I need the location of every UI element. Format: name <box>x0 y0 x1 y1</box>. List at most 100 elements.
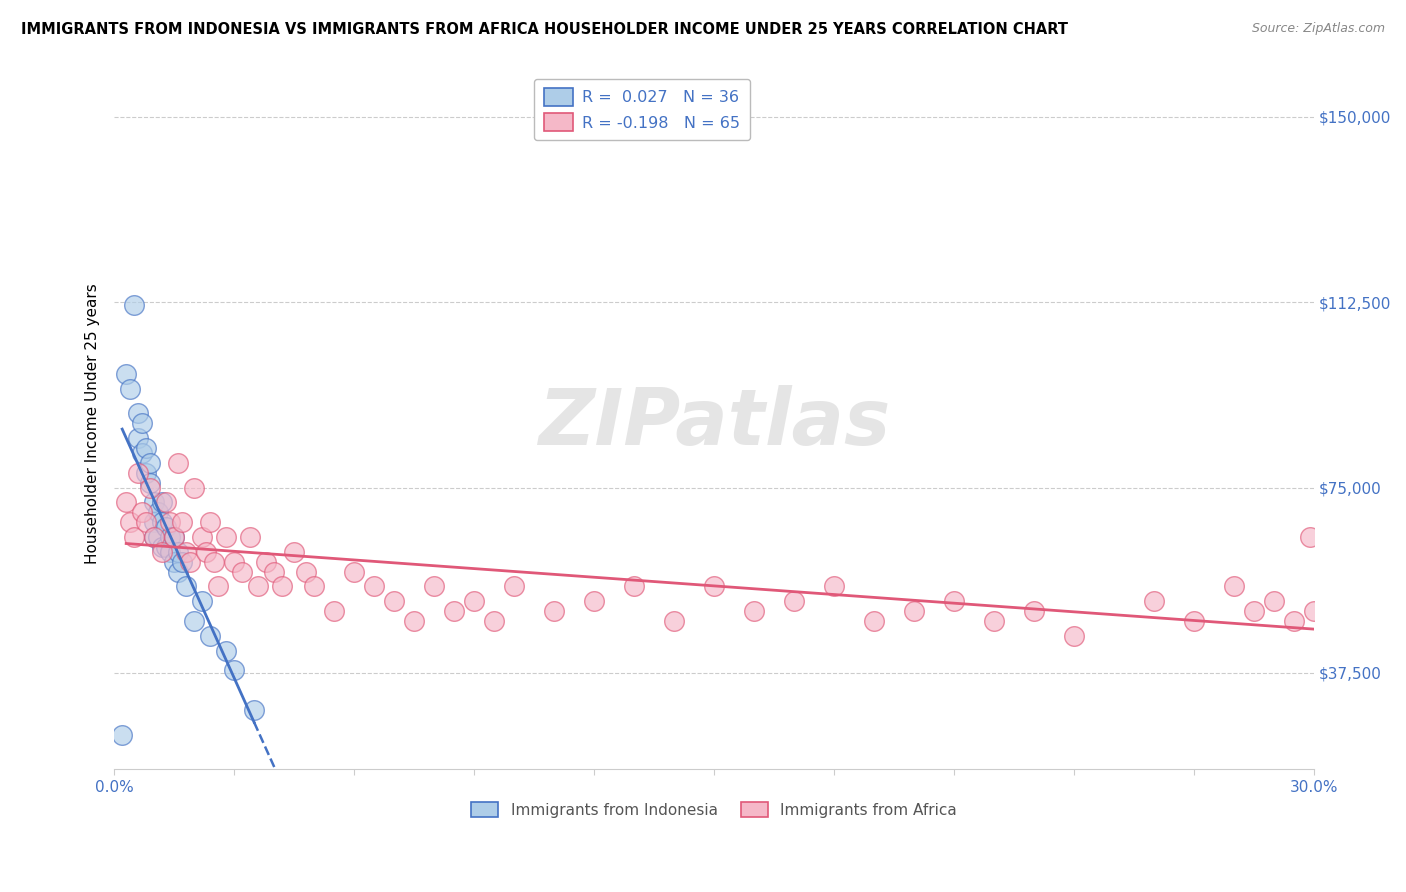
Point <box>1143 594 1166 608</box>
Text: ZIPatlas: ZIPatlas <box>538 385 890 461</box>
Point <box>239 530 262 544</box>
Point <box>231 565 253 579</box>
Point <box>903 604 925 618</box>
Point <box>1022 604 1045 618</box>
Point <box>155 520 177 534</box>
Point <box>198 629 221 643</box>
Point <box>1282 614 1305 628</box>
Point <box>283 545 305 559</box>
Point <box>143 515 166 529</box>
Point <box>271 579 294 593</box>
Point <box>207 579 229 593</box>
Point <box>172 555 194 569</box>
Point <box>482 614 505 628</box>
Point <box>131 505 153 519</box>
Point <box>135 466 157 480</box>
Point <box>120 382 142 396</box>
Point <box>1182 614 1205 628</box>
Point <box>863 614 886 628</box>
Point <box>623 579 645 593</box>
Point <box>143 495 166 509</box>
Point <box>135 515 157 529</box>
Point <box>224 664 246 678</box>
Point <box>983 614 1005 628</box>
Point <box>115 367 138 381</box>
Point <box>127 431 149 445</box>
Point <box>174 545 197 559</box>
Point <box>202 555 225 569</box>
Y-axis label: Householder Income Under 25 years: Householder Income Under 25 years <box>86 283 100 564</box>
Point <box>823 579 845 593</box>
Point <box>1223 579 1246 593</box>
Point <box>404 614 426 628</box>
Point <box>155 495 177 509</box>
Point <box>139 456 162 470</box>
Point <box>224 555 246 569</box>
Point <box>146 530 169 544</box>
Point <box>139 481 162 495</box>
Point <box>120 515 142 529</box>
Point <box>150 540 173 554</box>
Point <box>127 466 149 480</box>
Point <box>1302 604 1324 618</box>
Point <box>1063 629 1085 643</box>
Point <box>247 579 270 593</box>
Point <box>122 298 145 312</box>
Point <box>150 495 173 509</box>
Point <box>163 555 186 569</box>
Point <box>243 703 266 717</box>
Point <box>703 579 725 593</box>
Point <box>942 594 965 608</box>
Point <box>363 579 385 593</box>
Legend: Immigrants from Indonesia, Immigrants from Africa: Immigrants from Indonesia, Immigrants fr… <box>465 796 963 824</box>
Point <box>543 604 565 618</box>
Point <box>463 594 485 608</box>
Point <box>215 643 238 657</box>
Text: Source: ZipAtlas.com: Source: ZipAtlas.com <box>1251 22 1385 36</box>
Point <box>443 604 465 618</box>
Point <box>122 530 145 544</box>
Point <box>179 555 201 569</box>
Text: IMMIGRANTS FROM INDONESIA VS IMMIGRANTS FROM AFRICA HOUSEHOLDER INCOME UNDER 25 : IMMIGRANTS FROM INDONESIA VS IMMIGRANTS … <box>21 22 1069 37</box>
Point <box>159 515 181 529</box>
Point <box>254 555 277 569</box>
Point <box>503 579 526 593</box>
Point <box>295 565 318 579</box>
Point <box>135 441 157 455</box>
Point <box>215 530 238 544</box>
Point <box>742 604 765 618</box>
Point <box>159 530 181 544</box>
Point <box>163 530 186 544</box>
Point <box>159 545 181 559</box>
Point <box>139 475 162 490</box>
Point <box>131 446 153 460</box>
Point <box>783 594 806 608</box>
Point <box>1299 530 1322 544</box>
Point <box>174 579 197 593</box>
Point <box>167 456 190 470</box>
Point <box>131 417 153 431</box>
Point <box>382 594 405 608</box>
Point <box>150 515 173 529</box>
Point <box>263 565 285 579</box>
Point <box>150 545 173 559</box>
Point <box>191 530 214 544</box>
Point <box>582 594 605 608</box>
Point <box>111 728 134 742</box>
Point <box>143 530 166 544</box>
Point <box>1243 604 1265 618</box>
Point <box>143 530 166 544</box>
Point <box>323 604 346 618</box>
Point <box>662 614 685 628</box>
Point <box>172 515 194 529</box>
Point <box>115 495 138 509</box>
Point <box>1263 594 1285 608</box>
Point <box>146 505 169 519</box>
Point <box>198 515 221 529</box>
Point <box>183 481 205 495</box>
Point <box>163 530 186 544</box>
Point <box>195 545 218 559</box>
Point <box>167 545 190 559</box>
Point <box>191 594 214 608</box>
Point <box>127 407 149 421</box>
